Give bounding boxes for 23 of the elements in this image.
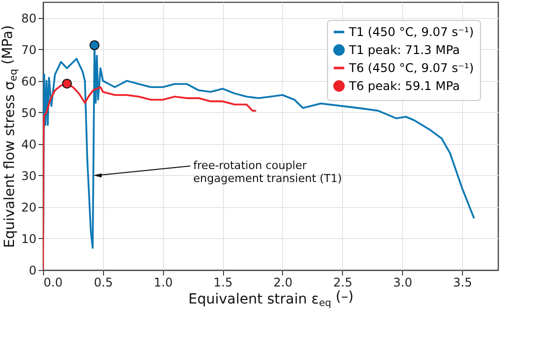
x-axis-title: Equivalent strain ε$_{eq}$ (–) (188, 289, 354, 309)
y-tick-label: 0 (28, 264, 36, 278)
y-tick-label: 40 (21, 137, 36, 152)
y-tick-label: 30 (21, 168, 36, 183)
legend-label: T1 (450 °C, 9.07 s⁻¹) (348, 25, 474, 39)
y-tick-label: 70 (21, 42, 36, 57)
x-tick-label: 0.0 (44, 276, 63, 290)
legend-label: T1 peak: 71.3 MPa (348, 43, 460, 57)
y-tick-label: 20 (21, 200, 36, 214)
y-tick-label: 80 (21, 11, 36, 26)
x-tick-label: 3.5 (453, 276, 472, 290)
x-tick-label: 1.0 (154, 276, 173, 290)
x-tick-label: 1.5 (214, 276, 233, 290)
x-tick-label: 3.0 (393, 276, 412, 290)
annotation: free-rotation coupler engagement transient (T1) (193, 158, 342, 185)
y-tick-label: 50 (21, 106, 36, 120)
x-tick-label: 2.0 (273, 276, 293, 290)
x-tick-label: 2.5 (333, 276, 352, 290)
y-tick-label: 60 (21, 74, 36, 88)
legend-label: T6 (450 °C, 9.07 s⁻¹) (348, 61, 474, 75)
legend-label: T6 peak: 59.1 MPa (348, 79, 460, 93)
x-tick-label: 0.5 (94, 276, 113, 290)
y-tick-label: 10 (21, 232, 36, 246)
